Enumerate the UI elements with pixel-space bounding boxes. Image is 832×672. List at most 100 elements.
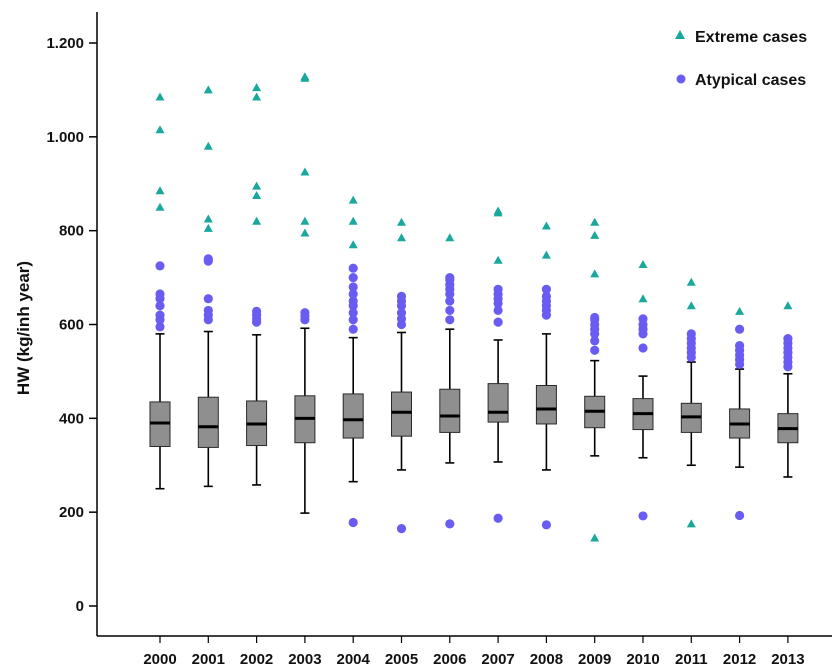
- box-2013: [777, 301, 799, 478]
- legend-label-atypical: Atypical cases: [695, 72, 806, 89]
- y-tick-label: 200: [59, 504, 84, 521]
- extreme-point: [155, 202, 165, 211]
- atypical-point: [493, 305, 503, 316]
- y-tick-label: 0: [76, 598, 84, 615]
- atypical-point: [735, 324, 745, 334]
- atypical-point: [348, 296, 358, 306]
- extreme-point: [541, 221, 551, 230]
- extreme-point: [638, 294, 648, 303]
- extreme-point: [203, 214, 213, 223]
- y-tick-label: 400: [59, 410, 84, 427]
- x-tick-label: 2013: [771, 651, 804, 668]
- box-2005: [391, 217, 412, 534]
- extreme-point: [252, 216, 262, 225]
- box-2006: [439, 233, 461, 529]
- atypical-point: [445, 305, 455, 316]
- axes: HW (kg/inh year): [14, 12, 832, 637]
- box-2002: [246, 83, 268, 486]
- extreme-point: [155, 92, 165, 101]
- extreme-point: [155, 186, 165, 195]
- extreme-point: [638, 259, 648, 268]
- box-2007: [487, 206, 509, 523]
- atypical-point: [590, 336, 600, 346]
- x-tick-label: 2002: [240, 651, 273, 668]
- extreme-point: [300, 167, 310, 176]
- box-iqr: [197, 396, 219, 448]
- box-2011: [680, 277, 702, 528]
- y-tick-label: 1.000: [46, 129, 84, 146]
- box-2000: [149, 92, 171, 490]
- atypical-point: [203, 305, 213, 316]
- extreme-point: [541, 250, 551, 259]
- extreme-point: [686, 277, 696, 286]
- atypical-point: [155, 322, 165, 332]
- boxes: [149, 72, 799, 542]
- atypical-point: [638, 511, 648, 521]
- atypical-point: [445, 296, 455, 306]
- box-iqr: [439, 388, 461, 433]
- extreme-point: [300, 216, 310, 225]
- extreme-point: [590, 533, 600, 542]
- extreme-point: [203, 141, 213, 150]
- atypical-point: [396, 308, 407, 318]
- atypical-point: [348, 289, 358, 299]
- atypical-point: [783, 333, 793, 344]
- box-2010: [632, 259, 654, 521]
- atypical-point: [638, 343, 648, 353]
- x-tick-label: 2011: [675, 651, 708, 668]
- box-iqr: [487, 383, 509, 423]
- y-tick-label: 600: [59, 317, 84, 334]
- atypical-point: [445, 272, 455, 283]
- y-ticks: 0 200 400 600 800 1.000 1.200: [46, 35, 97, 615]
- extreme-point: [590, 230, 600, 239]
- extreme-point: [397, 217, 406, 226]
- extreme-point: [300, 72, 310, 81]
- atypical-point: [155, 289, 165, 299]
- atypical-point: [590, 345, 600, 355]
- box-iqr: [535, 384, 557, 425]
- extreme-point: [445, 233, 455, 242]
- atypical-point: [348, 263, 358, 273]
- atypical-point: [493, 317, 503, 327]
- extreme-point: [493, 206, 503, 215]
- box-iqr: [342, 393, 364, 439]
- atypical-point: [445, 315, 455, 325]
- atypical-point: [445, 519, 455, 529]
- legend-triangle-marker: [675, 30, 685, 39]
- extreme-point: [493, 255, 503, 264]
- y-axis-title: HW (kg/inh year): [14, 261, 33, 395]
- extreme-point: [590, 269, 600, 278]
- atypical-point: [348, 517, 358, 528]
- extreme-point: [300, 228, 310, 237]
- atypical-point: [348, 324, 358, 334]
- box-2004: [342, 195, 364, 528]
- x-tick-label: 2006: [433, 651, 466, 668]
- extreme-point: [783, 301, 793, 310]
- legend: Extreme cases Atypical cases: [675, 29, 807, 89]
- atypical-point: [541, 291, 552, 301]
- y-tick-label: 800: [59, 223, 84, 240]
- box-iqr: [391, 391, 412, 437]
- atypical-point: [348, 315, 358, 325]
- box-2008: [535, 221, 557, 530]
- extreme-point: [397, 233, 406, 242]
- atypical-point: [348, 308, 358, 318]
- atypical-point: [735, 341, 745, 351]
- atypical-point: [541, 284, 552, 294]
- atypical-point: [155, 261, 165, 271]
- atypical-point: [155, 310, 165, 320]
- x-tick-label: 2008: [530, 651, 563, 668]
- atypical-point: [493, 513, 503, 523]
- extreme-point: [252, 181, 262, 190]
- extreme-point: [348, 195, 358, 204]
- atypical-point: [252, 306, 262, 316]
- extreme-point: [252, 92, 262, 101]
- atypical-point: [396, 523, 407, 534]
- atypical-point: [155, 301, 165, 311]
- atypical-point: [686, 329, 696, 339]
- box-2001: [197, 85, 219, 488]
- box-2009: [584, 217, 606, 542]
- x-tick-label: 2007: [481, 651, 514, 668]
- x-tick-label: 2001: [192, 651, 225, 668]
